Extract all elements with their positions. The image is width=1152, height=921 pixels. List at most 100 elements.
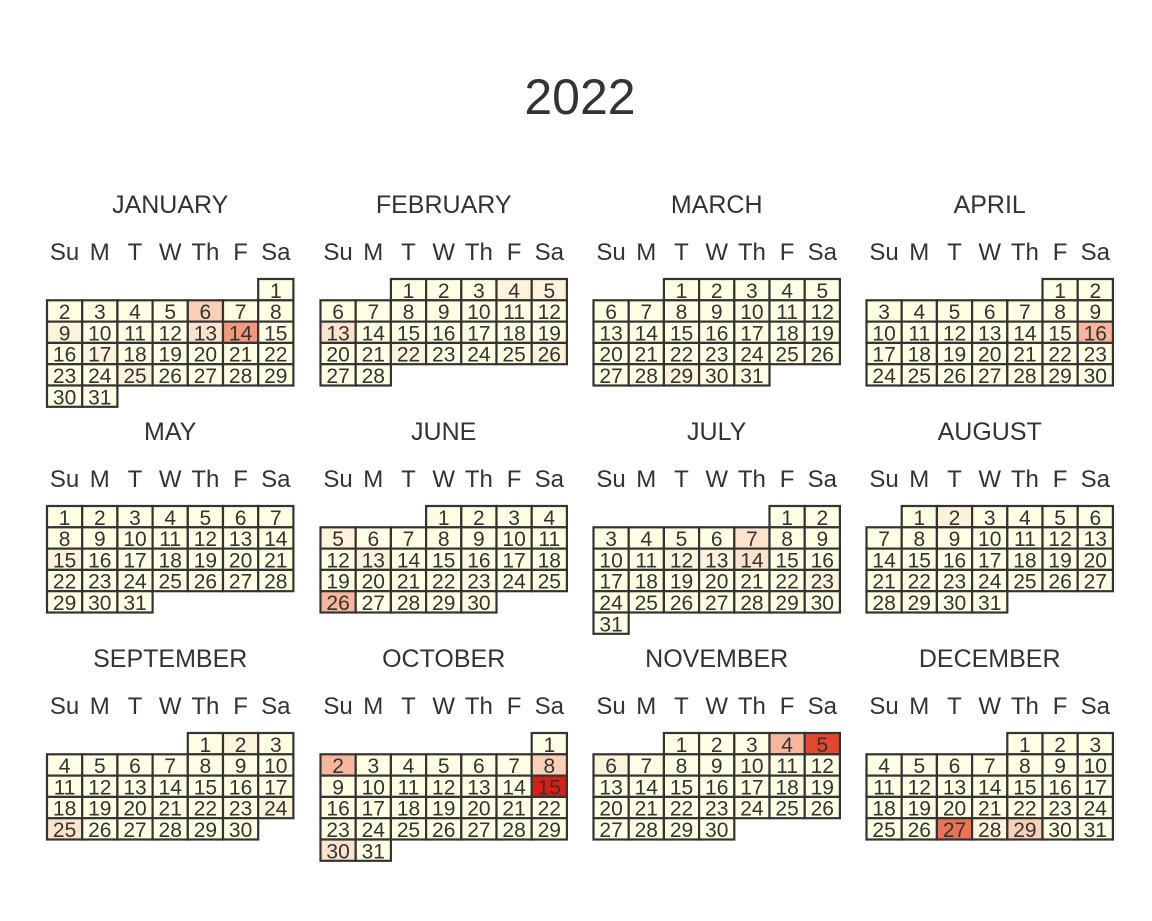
day-number: 7 bbox=[164, 755, 176, 778]
day-number: 27 bbox=[362, 592, 385, 615]
day-cell: 30 bbox=[697, 363, 736, 388]
day-number: 20 bbox=[705, 571, 728, 594]
day-number: 2 bbox=[332, 755, 344, 778]
day-number: 12 bbox=[670, 549, 693, 572]
day-cell: 28 bbox=[151, 817, 189, 842]
day-cell: 25 bbox=[116, 363, 154, 388]
day-number: 10 bbox=[467, 301, 490, 324]
day-number: 16 bbox=[88, 549, 111, 572]
day-cell: 21 bbox=[865, 568, 903, 594]
month-label: SEPTEMBER bbox=[93, 645, 247, 673]
day-number: 15 bbox=[53, 549, 76, 572]
day-number: 19 bbox=[194, 549, 217, 572]
weekday-label: T bbox=[674, 239, 689, 266]
day-cell: 25 bbox=[865, 817, 903, 842]
day-cell: 11 bbox=[768, 753, 806, 778]
day-number: 23 bbox=[88, 571, 111, 594]
day-cell: 16 bbox=[221, 774, 260, 799]
day-number: 19 bbox=[538, 322, 561, 345]
day-cell: 13 bbox=[935, 774, 974, 799]
day-number: 25 bbox=[1013, 571, 1036, 594]
day-number: 23 bbox=[811, 571, 834, 594]
day-cell: 28 bbox=[495, 817, 533, 842]
day-cell: 11 bbox=[1006, 526, 1044, 551]
day-cell: 22 bbox=[45, 568, 84, 594]
day-number: 1 bbox=[676, 280, 688, 303]
day-number: 18 bbox=[872, 798, 895, 821]
day-cell-fill bbox=[1076, 363, 1114, 387]
weekday-label: Sa bbox=[808, 239, 838, 266]
day-number: 15 bbox=[1013, 776, 1036, 799]
day-number: 28 bbox=[264, 571, 287, 594]
day-cell: 24 bbox=[733, 795, 771, 821]
day-number: 18 bbox=[775, 776, 798, 799]
day-number: 29 bbox=[775, 592, 798, 615]
day-cell: 18 bbox=[116, 341, 154, 367]
day-number: 15 bbox=[432, 549, 455, 572]
day-cell: 24 bbox=[865, 363, 903, 388]
day-cell: 29 bbox=[425, 590, 463, 615]
day-number: 20 bbox=[599, 798, 622, 821]
day-number: 12 bbox=[194, 528, 217, 551]
day-cell: 30 bbox=[697, 817, 736, 842]
day-number: 2 bbox=[949, 507, 961, 530]
day-cell-fill bbox=[733, 363, 771, 387]
day-number: 29 bbox=[432, 592, 455, 615]
day-number: 25 bbox=[397, 819, 420, 842]
day-number: 31 bbox=[362, 840, 385, 863]
day-number: 5 bbox=[200, 507, 212, 530]
day-cell: 25 bbox=[45, 817, 84, 842]
day-number: 23 bbox=[53, 365, 76, 388]
day-cell: 30 bbox=[45, 384, 84, 409]
weekday-label: M bbox=[909, 693, 929, 720]
weekday-label: M bbox=[363, 466, 383, 493]
weekday-label: F bbox=[507, 239, 522, 266]
day-number: 6 bbox=[129, 755, 141, 778]
day-cell: 30 bbox=[319, 838, 357, 863]
day-number: 23 bbox=[705, 344, 728, 367]
day-number: 29 bbox=[1048, 365, 1071, 388]
day-number: 13 bbox=[467, 776, 490, 799]
day-number: 10 bbox=[123, 528, 146, 551]
day-cell: 26 bbox=[530, 341, 569, 367]
day-number: 1 bbox=[200, 734, 212, 757]
day-number: 11 bbox=[635, 549, 657, 572]
day-cell: 18 bbox=[389, 795, 428, 821]
day-number: 2 bbox=[711, 734, 723, 757]
day-cell: 24 bbox=[592, 590, 630, 615]
day-number: 11 bbox=[124, 322, 146, 345]
day-number: 18 bbox=[1013, 549, 1036, 572]
day-number: 6 bbox=[473, 755, 485, 778]
day-number: 25 bbox=[53, 819, 76, 842]
day-number: 12 bbox=[159, 322, 182, 345]
day-cell: 10 bbox=[495, 526, 533, 551]
day-number: 3 bbox=[94, 301, 106, 324]
day-number: 5 bbox=[816, 734, 828, 757]
day-number: 1 bbox=[403, 280, 415, 303]
day-number: 30 bbox=[811, 592, 834, 615]
day-cell: 27 bbox=[186, 363, 225, 388]
day-cell: 1 bbox=[257, 277, 295, 303]
day-number: 12 bbox=[1048, 528, 1071, 551]
day-number: 22 bbox=[264, 344, 287, 367]
day-number: 30 bbox=[943, 592, 966, 615]
day-number: 14 bbox=[397, 549, 421, 572]
day-number: 5 bbox=[949, 301, 961, 324]
day-number: 6 bbox=[949, 755, 961, 778]
weekday-label: Sa bbox=[535, 693, 565, 720]
day-cell: 29 bbox=[257, 363, 295, 388]
weekday-label: T bbox=[401, 466, 416, 493]
day-number: 20 bbox=[362, 571, 385, 594]
day-number: 19 bbox=[432, 798, 455, 821]
day-cell: 25 bbox=[627, 590, 666, 615]
day-number: 31 bbox=[1084, 819, 1107, 842]
day-number: 21 bbox=[362, 344, 385, 367]
weekday-label: M bbox=[90, 239, 110, 266]
day-number: 7 bbox=[367, 301, 379, 324]
day-number: 22 bbox=[432, 571, 455, 594]
weekday-label: M bbox=[636, 693, 656, 720]
weekday-label: Th bbox=[1011, 239, 1039, 266]
day-number: 1 bbox=[270, 280, 282, 303]
